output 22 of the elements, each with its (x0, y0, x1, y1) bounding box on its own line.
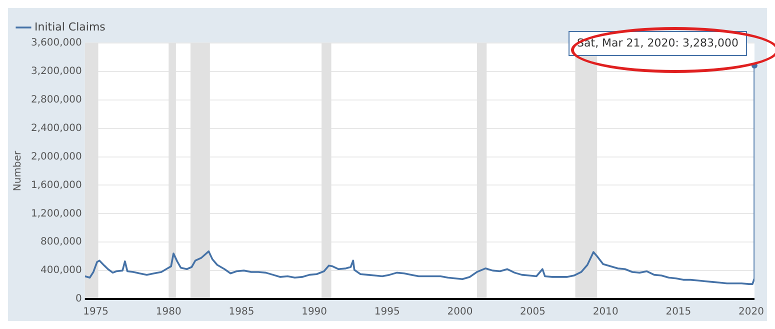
y-tick-label: 3,600,000 (30, 38, 82, 49)
x-tick-label: 1980 (156, 306, 182, 318)
x-tick-label: 2010 (592, 306, 618, 318)
y-tick-label: 1,200,000 (30, 208, 82, 220)
x-tick-label: 1975 (83, 306, 109, 318)
x-tick-label: 1995 (374, 306, 400, 318)
y-tick-label: 1,600,000 (30, 180, 82, 191)
x-tick-label: 1990 (302, 306, 328, 318)
y-tick-label: 2,800,000 (30, 94, 82, 106)
y-tick-label: 0 (76, 294, 82, 305)
legend-label: Initial Claims (34, 20, 106, 34)
x-tick-label: 2020 (738, 306, 764, 318)
y-tick-label: 400,000 (40, 265, 82, 276)
y-axis-title: Number (12, 150, 24, 192)
x-tick-label: 2015 (666, 306, 692, 318)
x-tick-label: 2005 (520, 306, 546, 318)
y-tick-label: 2,400,000 (30, 122, 82, 134)
y-tick-label: 2,000,000 (30, 151, 82, 162)
x-tick-label: 1985 (228, 306, 254, 318)
y-tick-label: 800,000 (40, 236, 82, 248)
y-tick-label: 3,200,000 (30, 66, 82, 78)
x-tick-label: 2000 (447, 306, 473, 318)
